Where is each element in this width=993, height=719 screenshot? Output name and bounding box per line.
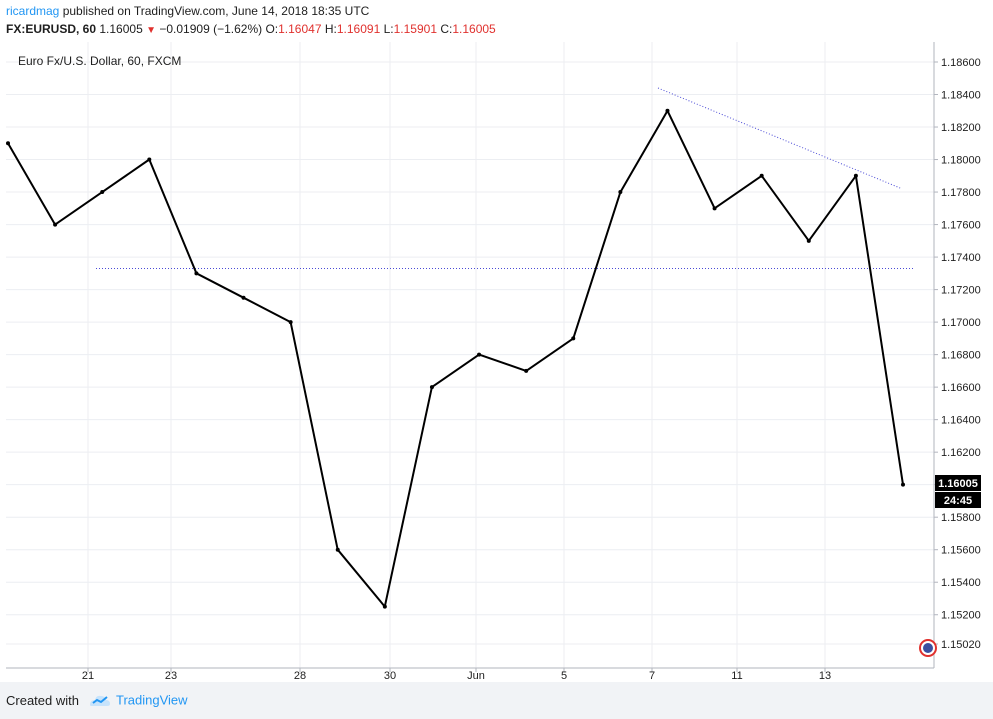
open-label: O: <box>265 22 279 36</box>
high-label: H: <box>324 22 337 36</box>
price-axis-label: 1.15600 <box>941 545 981 557</box>
price-chart[interactable]: 1.18600 1.18400 1.18200 1.18000 1.17800 1.176… <box>0 42 993 682</box>
open-value: 1.16047 <box>278 22 322 36</box>
grid-lines <box>6 42 934 668</box>
price-point <box>335 547 340 552</box>
time-axis-label: 21 <box>82 670 94 682</box>
high-value: 1.16091 <box>336 22 381 36</box>
price-axis-label: 1.15020 <box>941 639 981 651</box>
price-point <box>288 320 293 325</box>
price-point <box>618 190 623 195</box>
price-axis-label: 1.15400 <box>941 577 981 589</box>
tradingview-cloud-logo-icon <box>88 692 112 708</box>
chart-header: ricardmag published on TradingView.com, … <box>0 0 993 42</box>
last-price-tag-label: 1.16005 <box>938 478 978 490</box>
price-point <box>712 206 717 211</box>
price-axis-label: 1.18000 <box>941 155 981 167</box>
last-price-tag: 1.16005 24:45 <box>935 475 981 508</box>
time-axis-label: Jun <box>467 670 485 682</box>
tradingview-brand-link[interactable]: TradingView <box>88 691 188 709</box>
price-axis-label: 1.16200 <box>941 447 981 459</box>
chart-title: Euro Fx/U.S. Dollar, 60, FXCM <box>18 54 181 68</box>
price-axis-label: 1.18200 <box>941 122 981 134</box>
down-arrow-icon: ▼ <box>146 25 157 36</box>
price-point <box>477 352 482 357</box>
price-point <box>759 173 764 178</box>
price-point <box>100 190 105 195</box>
price-point <box>6 141 10 146</box>
time-axis-label: 28 <box>294 670 306 682</box>
time-axis-label: 30 <box>384 670 396 682</box>
time-axis-label: 11 <box>731 670 742 682</box>
price-point <box>665 108 670 113</box>
time-axis-label: 7 <box>649 670 655 682</box>
price-point <box>147 157 152 162</box>
countdown-tag-bg <box>935 492 981 508</box>
author-link[interactable]: ricardmag <box>6 4 60 18</box>
price-axis-label: 1.17800 <box>941 187 981 199</box>
price-point <box>194 271 199 276</box>
price-point <box>429 385 434 390</box>
time-axis-label: 23 <box>165 670 177 682</box>
price-axis-label: 1.17400 <box>941 252 981 264</box>
price-axis-label: 1.16400 <box>941 415 981 427</box>
close-value: 1.16005 <box>452 22 496 36</box>
close-label: C: <box>440 22 453 36</box>
tradingview-brand-name[interactable]: TradingView <box>116 692 188 708</box>
last-price: 1.16005 <box>99 22 143 36</box>
created-with-label: Created with <box>6 693 79 708</box>
last-price-tag-bg <box>935 475 981 491</box>
price-axis-label: 1.16600 <box>941 382 981 394</box>
publish-info: ricardmag published on TradingView.com, … <box>6 4 369 18</box>
low-label: L: <box>383 22 394 36</box>
price-axis-label: 1.17600 <box>941 220 981 232</box>
low-value: 1.15901 <box>393 22 437 36</box>
price-series <box>6 108 905 609</box>
price-axis-label: 1.18400 <box>941 90 981 102</box>
price-point <box>382 604 387 609</box>
eu-flag-icon[interactable] <box>919 639 937 657</box>
price-point <box>853 173 858 178</box>
price-line <box>7 109 904 608</box>
price-point <box>901 482 905 487</box>
time-axis-label: 13 <box>819 670 831 682</box>
time-axis[interactable]: 21 23 28 30 Jun 5 7 11 13 <box>82 668 831 682</box>
price-axis-label: 1.16800 <box>941 350 981 362</box>
price-point <box>806 238 811 243</box>
symbol-label: FX:EURUSD, 60 <box>6 22 97 36</box>
price-point <box>241 295 246 300</box>
price-axis-label: 1.17200 <box>941 285 981 297</box>
time-axis-label: 5 <box>561 670 567 682</box>
price-change: −0.01909 (−1.62%) <box>159 22 263 36</box>
price-point <box>53 222 58 227</box>
drawing-annotations[interactable] <box>96 87 914 269</box>
ohlc-info: FX:EURUSD, 60 1.16005 ▼ −0.01909 (−1.62%… <box>6 22 496 36</box>
countdown-tag-label: 24:45 <box>944 495 972 507</box>
resistance-trendline[interactable] <box>657 87 903 190</box>
price-point <box>524 368 529 373</box>
footer: Created with TradingView <box>0 682 993 719</box>
published-text: published on TradingView.com, June 14, 2… <box>59 4 370 18</box>
price-axis[interactable]: 1.18600 1.18400 1.18200 1.18000 1.17800 1.176… <box>934 57 981 651</box>
price-axis-label: 1.15200 <box>941 610 981 622</box>
chart-area[interactable]: 1.18600 1.18400 1.18200 1.18000 1.17800 1.176… <box>0 42 993 682</box>
price-point <box>571 336 576 341</box>
price-axis-label: 1.15800 <box>941 512 981 524</box>
price-axis-label: 1.17000 <box>941 317 981 329</box>
price-axis-label: 1.18600 <box>941 57 981 69</box>
